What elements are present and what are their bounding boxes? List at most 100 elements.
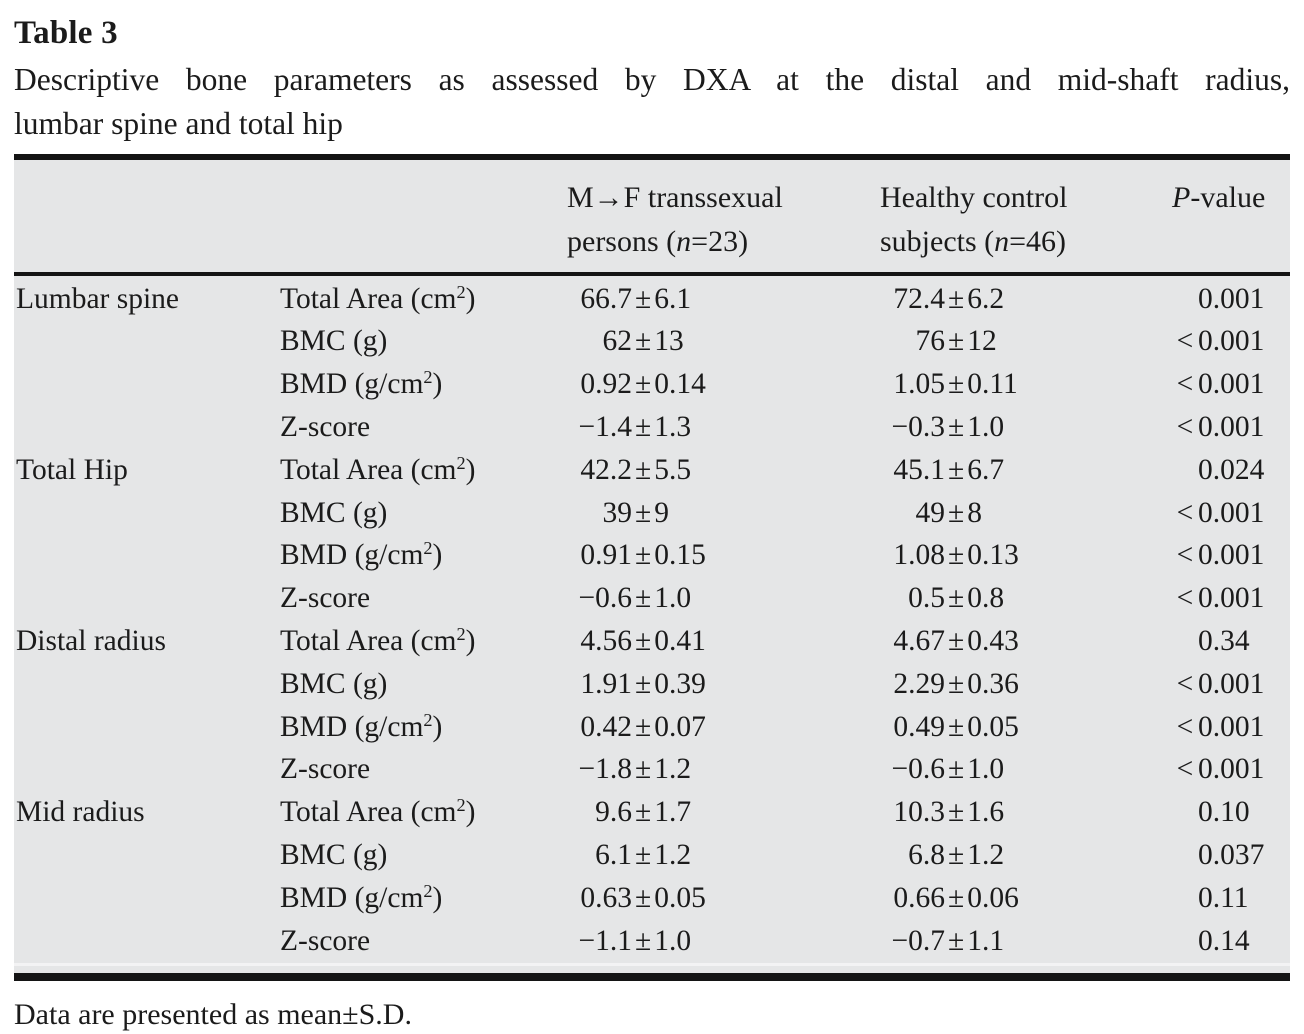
superscript: 2 — [456, 281, 466, 302]
control-value-cell: 49 ±8 — [880, 496, 1172, 529]
plus-minus-sign: ± — [948, 496, 965, 529]
plus-minus-sign: ± — [635, 282, 652, 315]
sd-value: 1.2 — [654, 839, 692, 871]
less-than-sign: < — [1176, 411, 1194, 444]
mean-value: 4.56 — [580, 625, 632, 658]
p-value-cell: 0.037 — [1172, 839, 1290, 871]
parameter-close: ) — [432, 710, 443, 743]
sd-value: 13 — [654, 325, 684, 358]
mean-value: 0.66 — [893, 881, 945, 914]
sd-value: 0.14 — [654, 368, 706, 401]
superscript: 2 — [456, 623, 466, 644]
less-than-sign: < — [1176, 539, 1194, 572]
mean-value: 1.05 — [893, 368, 945, 401]
p-value: 0.037 — [1198, 839, 1265, 871]
less-than-sign: < — [1176, 368, 1194, 401]
p-value: 0.001 — [1198, 282, 1265, 315]
control-value-cell: 0.5 ±0.8 — [880, 584, 1172, 614]
parameter-cell: BMD (g/cm2) — [280, 710, 567, 743]
table-footnote: Data are presented as mean±S.D. — [14, 997, 412, 1031]
table-caption-line2: lumbar spine and total hip — [14, 106, 343, 141]
plus-minus-sign: ± — [948, 667, 965, 700]
sd-value: 1.2 — [654, 753, 692, 786]
transsexual-value-cell: −0.6 ±1.0 — [567, 584, 880, 614]
table-caption-line1: Descriptive bone parameters as assessed … — [14, 62, 1290, 97]
control-value-cell: 6.8 ±1.2 — [880, 839, 1172, 871]
parameter-close: ) — [432, 539, 443, 572]
sd-value: 1.2 — [967, 839, 1005, 871]
control-value-cell: 1.05 ±0.11 — [880, 370, 1172, 400]
p-value-cell: 0.11 — [1172, 883, 1290, 914]
table-row: Mid radius Total Area (cm2) 9.6 ±1.7 10.3… — [14, 792, 1290, 835]
data-table: M→F transsexual persons (n=23) Healthy c… — [14, 154, 1290, 981]
table-body: Lumbar spine Total Area (cm2) 66.7 ±6.1 7… — [14, 276, 1290, 973]
sd-value: 0.07 — [654, 710, 706, 743]
sd-value: 6.7 — [967, 453, 1005, 486]
transsexual-value-cell: −1.8 ±1.2 — [567, 755, 880, 785]
parameter-text: Total Area (cm — [280, 625, 457, 658]
mean-value: −1.1 — [578, 924, 632, 957]
sd-value: 1.0 — [654, 582, 692, 615]
mean-value: −0.3 — [891, 411, 945, 444]
plus-minus-sign: ± — [635, 625, 652, 658]
transsexual-value-cell: 6.1 ±1.2 — [567, 839, 880, 871]
sd-value: 9 — [654, 496, 669, 529]
mean-value: 6.8 — [908, 839, 945, 871]
mean-value: 0.92 — [580, 368, 632, 401]
parameter-cell: Z-score — [280, 755, 567, 785]
parameter-text: BMD (g/cm — [280, 881, 424, 914]
parameter-text: BMC (g) — [280, 496, 388, 529]
table-label: Table 3 — [14, 15, 118, 51]
control-value-cell: 2.29 ±0.36 — [880, 667, 1172, 700]
parameter-cell: BMC (g) — [280, 840, 567, 871]
p-value-cell: 0.10 — [1172, 798, 1290, 828]
p-value-cell: <0.001 — [1172, 541, 1290, 571]
parameter-cell: Total Area (cm2) — [280, 796, 567, 829]
p-value-cell: <0.001 — [1172, 584, 1290, 614]
p-value-cell: <0.001 — [1172, 755, 1290, 785]
parameter-text: Z-score — [280, 753, 371, 786]
parameter-cell: BMD (g/cm2) — [280, 368, 567, 401]
plus-minus-sign: ± — [635, 839, 652, 871]
mean-value: 0.5 — [908, 582, 945, 615]
table-caption: Descriptive bone parameters as assessed … — [14, 58, 1290, 146]
parameter-cell: Z-score — [280, 583, 567, 614]
transsexual-value-cell: 42.2 ±5.5 — [567, 453, 880, 486]
control-value-cell: 10.3 ±1.6 — [880, 798, 1172, 828]
column-header-pvalue: P-value — [1172, 181, 1266, 214]
control-value-cell: −0.7 ±1.1 — [880, 926, 1172, 957]
table-row: Distal radius Total Area (cm2) 4.56 ±0.41… — [14, 620, 1290, 663]
control-value-cell: 72.4 ±6.2 — [880, 284, 1172, 315]
p-value-cell: 0.14 — [1172, 926, 1290, 957]
plus-minus-sign: ± — [948, 796, 965, 829]
plus-minus-sign: ± — [635, 453, 652, 486]
p-value: 0.001 — [1198, 325, 1265, 358]
control-value-cell: 4.67 ±0.43 — [880, 627, 1172, 657]
mean-value: 0.49 — [893, 710, 945, 743]
mean-value: 45.1 — [893, 453, 945, 486]
parameter-text: Total Area (cm — [280, 796, 457, 829]
parameter-text: Z-score — [280, 924, 371, 957]
plus-minus-sign: ± — [948, 710, 965, 743]
sd-value: 5.5 — [654, 453, 692, 486]
mean-value: 42.2 — [580, 453, 632, 486]
p-value-cell: <0.001 — [1172, 327, 1290, 357]
plus-minus-sign: ± — [635, 924, 652, 957]
p-value: 0.001 — [1198, 411, 1265, 444]
superscript: 2 — [423, 538, 433, 559]
parameter-text: BMD (g/cm — [280, 710, 424, 743]
plus-minus-sign: ± — [948, 368, 965, 401]
header-control-line2: subjects (n=46) — [880, 225, 1067, 258]
less-than-sign: < — [1176, 710, 1194, 743]
table-row: BMD (g/cm2) 0.63 ±0.05 0.66 ±0.06 0.11 — [14, 877, 1290, 920]
parameter-close: ) — [432, 368, 443, 401]
table-row: BMD (g/cm2) 0.92 ±0.14 1.05 ±0.11 <0.001 — [14, 364, 1290, 407]
p-value: 0.001 — [1198, 539, 1265, 572]
control-value-cell: 76 ±12 — [880, 327, 1172, 357]
parameter-cell: BMC (g) — [280, 327, 567, 357]
parameter-text: BMD (g/cm — [280, 539, 424, 572]
p-value: 0.001 — [1198, 496, 1265, 529]
sd-value: 0.05 — [654, 881, 706, 914]
sd-value: 0.06 — [967, 881, 1019, 914]
superscript: 2 — [456, 452, 466, 473]
